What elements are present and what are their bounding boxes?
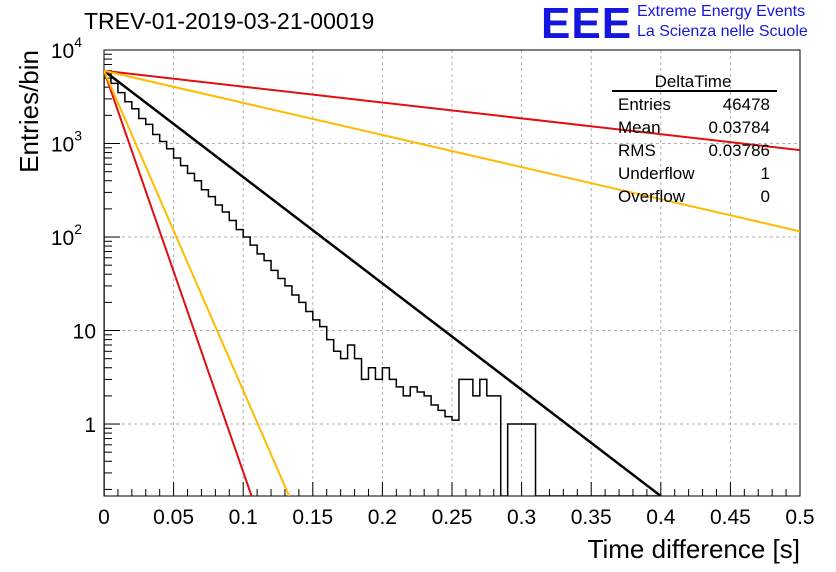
eee-logo: EEE [541, 0, 633, 48]
stats-value: 1 [761, 164, 770, 183]
stats-label: Underflow [618, 164, 695, 183]
logo-line-1: Extreme Energy Events [637, 3, 806, 20]
stats-label: Mean [618, 118, 661, 137]
stats-value: 0.03786 [709, 141, 770, 160]
x-tick-label: 0.3 [507, 506, 536, 529]
x-tick-label: 0.15 [292, 506, 333, 529]
stats-value: 0 [761, 187, 770, 206]
grid [104, 50, 800, 496]
red-line-1 [104, 69, 800, 152]
x-tick-label: 0.05 [153, 506, 194, 529]
y-tick-label: 102 [51, 221, 82, 250]
stats-value: 46478 [723, 95, 770, 114]
y-tick-label: 10 [73, 321, 96, 344]
x-tick-label: 0.2 [368, 506, 397, 529]
fit-line [104, 69, 662, 496]
stats-label: Entries [618, 95, 671, 114]
x-tick-label: 0.25 [432, 506, 473, 529]
y-tick-label: 104 [51, 34, 82, 63]
x-tick-label: 0.1 [229, 506, 258, 529]
stats-value: 0.03784 [709, 118, 770, 137]
orange-line-4 [104, 70, 291, 496]
x-tick-label: 0.45 [710, 506, 751, 529]
y-axis-title: Entries/bin [14, 50, 44, 173]
stats-label: RMS [618, 141, 656, 160]
axis-ticks [103, 49, 801, 496]
y-tick-label: 103 [51, 128, 82, 157]
stats-box: DeltaTime Entries 46478 Mean 0.03784 RMS 0.037… [612, 72, 777, 206]
x-tick-label: 0.4 [646, 506, 676, 529]
x-tick-label: 0.35 [571, 506, 612, 529]
logo-line-2: La Scienza nelle Scuole [637, 23, 808, 40]
stats-title: DeltaTime [655, 72, 732, 91]
stats-label: Overflow [618, 187, 686, 206]
x-tick-label: 0.5 [785, 506, 814, 529]
y-tick-label: 1 [84, 414, 96, 437]
histogram-series [104, 71, 661, 496]
chart-title: TREV-01-2019-03-21-00019 [84, 8, 375, 34]
x-axis-title: Time difference [s] [588, 534, 800, 564]
red-line-3 [104, 70, 253, 496]
x-tick-label: 0 [98, 506, 110, 529]
orange-line-2 [104, 69, 800, 233]
